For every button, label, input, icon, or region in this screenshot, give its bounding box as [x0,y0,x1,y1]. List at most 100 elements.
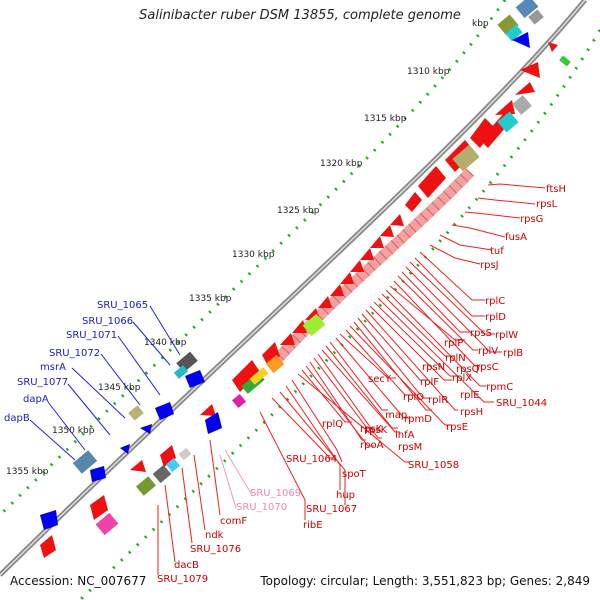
gene-tuf[interactable] [418,166,446,198]
label-map[interactable]: map [385,410,407,421]
label-ftsH[interactable]: ftsH [546,184,566,195]
label-rpsM[interactable]: rpsM [398,442,422,453]
label-infA[interactable]: infA [395,430,415,441]
label-rplO[interactable]: rplO [403,392,424,403]
label-dapB[interactable]: dapB [4,413,30,424]
gene-v[interactable] [548,42,558,52]
gene-box-orange[interactable] [265,354,285,374]
gene-p[interactable] [232,360,260,392]
label-rplN[interactable]: rplN [445,353,466,364]
label-SRU_1070[interactable]: SRU_1070 [236,502,287,513]
label-SRU_1066[interactable]: SRU_1066 [82,316,133,327]
gene-box-green-top[interactable] [559,55,571,67]
gene-j[interactable] [330,284,344,296]
gene-i[interactable] [340,272,354,284]
label-rplC[interactable]: rplC [485,296,505,307]
gene-b[interactable] [515,82,535,95]
gene-box-gray[interactable] [512,95,532,115]
gene-rpsG[interactable] [405,192,422,212]
gene-c[interactable] [495,100,515,115]
label-rpsN[interactable]: rpsN [422,362,445,373]
label-rplV[interactable]: rplV [478,346,498,357]
gene-blue-6[interactable] [40,510,58,530]
label-rpmD[interactable]: rpmD [404,414,432,425]
gene-blue-top[interactable] [512,32,530,48]
label-SRU_1064[interactable]: SRU_1064 [286,454,337,465]
gene-k[interactable] [318,296,332,308]
label-ribE[interactable]: ribE [303,520,323,531]
label-fusA[interactable]: fusA [505,232,527,243]
gene-blue-3[interactable] [140,424,152,434]
label-ndk[interactable]: ndk [205,530,224,541]
label-rplQ[interactable]: rplQ [322,419,343,430]
gene-ftsH[interactable] [470,118,495,148]
gene-box-green[interactable] [302,313,326,337]
label-msrA[interactable]: msrA [40,362,66,373]
gene-q[interactable] [200,404,216,416]
label-rpmC[interactable]: rpmC [486,382,513,393]
label-SRU_1065[interactable]: SRU_1065 [97,300,148,311]
label-tuf[interactable]: tuf [490,246,504,257]
gene-blue-1[interactable] [185,370,205,388]
gene-t[interactable] [90,495,108,520]
label-rplD[interactable]: rplD [485,312,506,323]
label-SRU_1069[interactable]: SRU_1069 [250,488,301,499]
label-rplE[interactable]: rplE [460,390,480,401]
label-secY[interactable]: secY [368,374,392,385]
gene-d[interactable] [390,214,404,226]
label-SRU_1072[interactable]: SRU_1072 [49,348,100,359]
label-rpsQ[interactable]: rpsQ [456,364,480,375]
label-rplW[interactable]: rplW [495,330,518,341]
label-SRU_1067[interactable]: SRU_1067 [306,504,357,515]
label-SRU_1076[interactable]: SRU_1076 [190,544,241,555]
label-SRU_1071[interactable]: SRU_1071 [66,330,117,341]
gene-blue-5[interactable] [90,466,106,482]
label-SRU_1058[interactable]: SRU_1058 [408,460,459,471]
gene-n[interactable] [280,333,295,345]
gene-box-olive3[interactable] [497,14,519,36]
gene-box-yellow[interactable] [249,367,269,385]
label-hup[interactable]: hup [336,490,355,501]
gene-box-pink[interactable] [95,512,119,536]
gene-box-olive2[interactable] [136,476,156,496]
label-rplF[interactable]: rplF [420,377,439,388]
gene-o[interactable] [262,342,280,366]
gene-box-slate2[interactable] [72,450,98,474]
label-SRU_1044[interactable]: SRU_1044 [496,398,547,409]
label-rplR[interactable]: rplR [428,395,448,406]
gene-blue-4[interactable] [120,444,130,454]
gene-box-khaki[interactable] [128,405,144,421]
label-rplP[interactable]: rplP [444,338,463,349]
gene-box-olive[interactable] [452,144,480,172]
gene-f[interactable] [370,236,384,248]
gene-s[interactable] [130,460,146,472]
label-rpsG[interactable]: rpsG [520,214,543,225]
gene-box-slate[interactable] [515,0,539,19]
label-dacB[interactable]: dacB [174,560,199,571]
gene-h[interactable] [350,260,364,272]
label-rpsJ[interactable]: rpsJ [480,260,499,271]
gene-g[interactable] [360,248,374,260]
gene-box-cyan[interactable] [497,111,519,133]
label-rpsD[interactable]: rpsK [360,424,383,435]
label-spoT[interactable]: spoT [342,469,367,480]
label-rpsS[interactable]: rpsS [470,328,492,339]
label-rpoA[interactable]: rpoA [360,440,384,451]
gene-box-cyan3[interactable] [505,24,523,42]
gene-a[interactable] [520,62,540,78]
label-rplX[interactable]: rplX [452,373,472,384]
label-SRU_1079[interactable]: SRU_1079 [157,574,208,585]
label-rpsC[interactable]: rpsC [476,362,499,373]
gene-blue-7[interactable] [205,412,222,434]
gene-u[interactable] [40,535,56,558]
gene-m[interactable] [292,320,307,333]
gene-r[interactable] [160,445,176,467]
gene-box-magenta[interactable] [231,393,247,409]
gene-blue-2[interactable] [155,402,174,420]
label-rpsE[interactable]: rpsE [446,422,468,433]
label-rpsK[interactable]: rpsK [365,425,388,436]
label-SRU_1077[interactable]: SRU_1077 [17,377,68,388]
label-rpsH[interactable]: rpsH [460,407,483,418]
gene-box-cyan2[interactable] [165,457,181,473]
gene-box-cyan4[interactable] [173,365,189,379]
